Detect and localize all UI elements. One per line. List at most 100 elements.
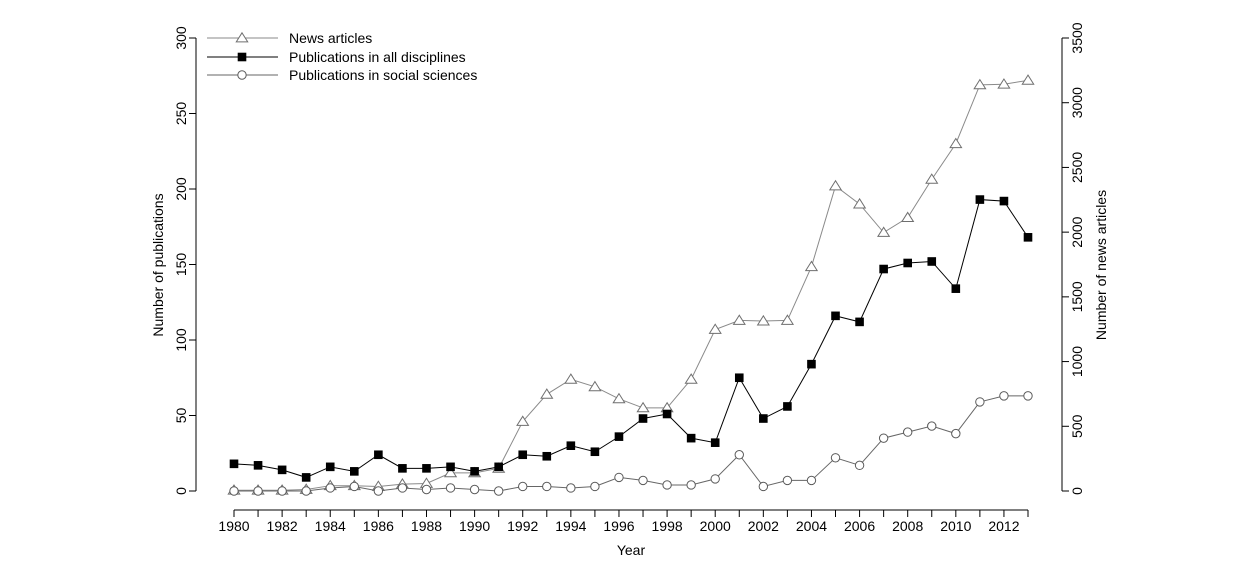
- data-point: [806, 475, 817, 486]
- legend-label: Publications in all disciplines: [289, 49, 466, 65]
- legend-entry: Publications in all disciplines: [207, 49, 466, 65]
- left-axis-title: Number of publications: [150, 193, 166, 336]
- data-point: [975, 195, 985, 204]
- data-point: [277, 486, 287, 496]
- data-point: [902, 427, 913, 437]
- data-point: [686, 480, 696, 490]
- x-axis: 1980 1982 1984 1986 1988 1990 1992 1994 1996 1998…: [218, 509, 1029, 558]
- data-point: [710, 438, 720, 447]
- series-line: [234, 79, 1029, 491]
- x-tick-label: 1982: [267, 518, 298, 534]
- x-tick-label: 2012: [988, 518, 1019, 534]
- data-point: [855, 317, 864, 327]
- data-point: [614, 472, 624, 483]
- x-tick-label: 1988: [411, 518, 442, 534]
- data-point: [732, 314, 746, 325]
- data-point: [374, 450, 383, 460]
- right-axis-title: Number of news articles: [1093, 190, 1109, 340]
- legend-entry: News articles: [207, 30, 372, 46]
- data-point: [684, 373, 698, 384]
- data-point: [397, 483, 408, 493]
- right-tick-label: 3500: [1069, 22, 1085, 53]
- series-circle: [229, 391, 1033, 496]
- right-tick-label: 2000: [1069, 216, 1085, 247]
- right-tick-label: 1000: [1069, 346, 1085, 377]
- data-point: [951, 428, 961, 439]
- series-layer: [227, 74, 1035, 496]
- data-point: [612, 392, 626, 404]
- data-point: [493, 486, 504, 496]
- data-point: [759, 414, 768, 423]
- data-point: [734, 373, 744, 383]
- data-point: [1023, 391, 1033, 401]
- data-point: [470, 467, 479, 476]
- data-point: [421, 484, 432, 495]
- legend-marker: [237, 70, 247, 80]
- data-point: [229, 486, 239, 496]
- data-point: [614, 432, 624, 441]
- data-point: [588, 380, 602, 392]
- x-axis-ticks: 1980 1982 1984 1986 1988 1990 1992 1994 1996 1998…: [218, 510, 1029, 534]
- data-point: [662, 409, 672, 419]
- x-tick-label: 1986: [363, 518, 394, 534]
- data-point: [564, 373, 578, 384]
- series-line: [234, 395, 1028, 492]
- data-point: [734, 450, 744, 460]
- data-point: [253, 486, 263, 496]
- x-tick-label: 1994: [555, 518, 586, 534]
- data-point: [828, 179, 843, 191]
- data-point: [422, 464, 431, 473]
- right-axis: 0 500 1000 1500 2000 2500 3000 3500 Number of n…: [1061, 22, 1109, 495]
- data-point: [229, 459, 239, 469]
- x-tick-label: 2000: [700, 518, 731, 534]
- x-tick-label: 1996: [603, 518, 634, 534]
- data-point: [566, 441, 576, 450]
- x-tick-label: 2004: [796, 518, 827, 534]
- data-point: [350, 467, 359, 476]
- data-point: [516, 415, 530, 426]
- x-axis-title: Year: [617, 542, 646, 558]
- data-point: [518, 481, 528, 492]
- legend-entry: Publications in social sciences: [207, 67, 477, 83]
- data-point: [783, 402, 792, 411]
- series-square: [229, 195, 1033, 482]
- data-point: [997, 78, 1011, 89]
- data-point: [927, 421, 937, 431]
- data-point: [951, 284, 961, 293]
- data-point: [804, 260, 819, 272]
- data-point: [398, 464, 407, 473]
- x-tick-label: 2002: [748, 518, 779, 534]
- data-point: [445, 483, 456, 493]
- data-point: [301, 486, 311, 496]
- data-point: [253, 461, 263, 470]
- legend-label: Publications in social sciences: [289, 67, 477, 83]
- data-point: [1023, 233, 1033, 242]
- legend-label: News articles: [289, 30, 372, 46]
- right-tick-label: 0: [1069, 487, 1085, 495]
- right-tick-label: 3000: [1069, 87, 1085, 118]
- data-point: [710, 474, 720, 484]
- data-point: [999, 196, 1009, 206]
- data-point: [638, 414, 648, 423]
- left-axis: 0 50 100 150 200 250 300 Number of publication…: [150, 26, 197, 495]
- data-point: [518, 450, 528, 460]
- data-point: [540, 388, 554, 399]
- left-tick-label: 0: [173, 487, 189, 495]
- legend-marker: [237, 52, 247, 62]
- left-tick-label: 50: [173, 408, 189, 424]
- x-tick-label: 1992: [507, 518, 538, 534]
- data-point: [301, 473, 311, 482]
- legend: News articles Publications in all discipl…: [207, 30, 477, 83]
- data-point: [878, 433, 889, 443]
- series-line: [233, 199, 1029, 478]
- left-tick-label: 300: [173, 26, 189, 50]
- data-point: [277, 465, 287, 475]
- data-point: [903, 258, 912, 268]
- data-point: [782, 475, 793, 486]
- legend-marker: [235, 31, 249, 43]
- left-tick-label: 250: [173, 102, 189, 126]
- data-point: [542, 481, 552, 492]
- data-point: [446, 462, 455, 472]
- data-point: [1021, 74, 1035, 85]
